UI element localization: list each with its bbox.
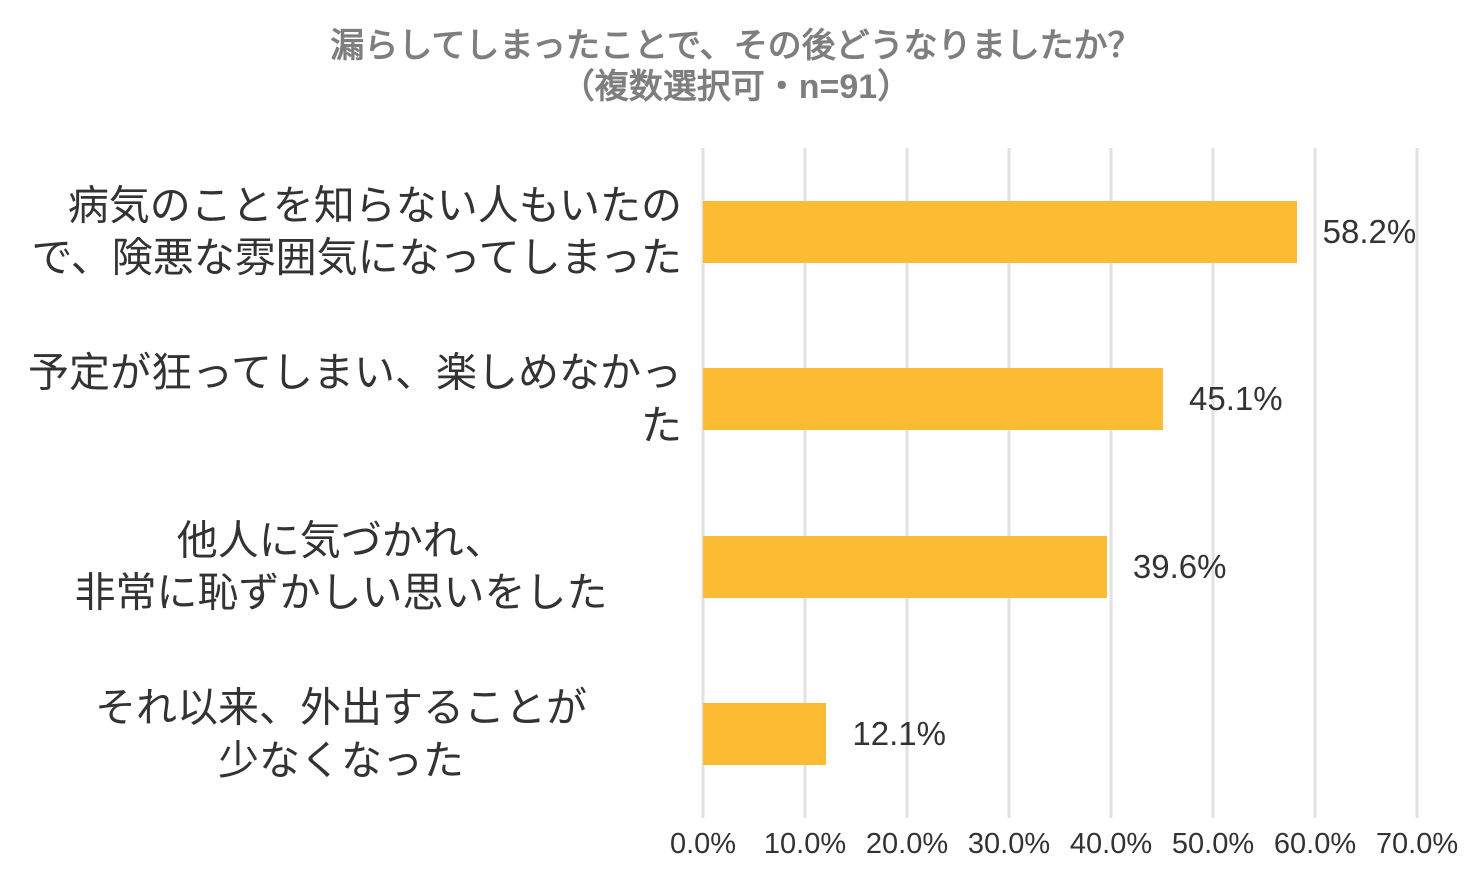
x-tick-label: 40.0% <box>1069 828 1153 860</box>
x-tick-label: 0.0% <box>669 828 737 860</box>
bar <box>703 200 1297 263</box>
value-label: 58.2% <box>1322 212 1417 250</box>
chart-title: 漏らしてしまったことで、その後どうなりましたか？ （複数選択可・n=91） <box>0 26 1472 109</box>
value-label: 39.6% <box>1132 547 1227 585</box>
chart-title-line1: 漏らしてしまったことで、その後どうなりましたか？ <box>330 27 1142 65</box>
bar <box>703 535 1107 598</box>
category-axis: 病気のことを知らない人もいたの で、険悪な雰囲気になってしまった 予定が狂ってしま… <box>0 148 690 818</box>
category-label: 他人に気づかれ、 非常に恥ずかしい思いをした <box>74 517 608 616</box>
category-label: 予定が狂ってしまい、楽しめなかった <box>28 349 682 449</box>
x-tick-label: 60.0% <box>1273 828 1357 860</box>
x-tick-label: 70.0% <box>1375 828 1459 860</box>
bar <box>703 703 827 766</box>
gridline <box>803 148 807 818</box>
x-tick-label: 10.0% <box>763 828 847 860</box>
gridline <box>905 148 909 818</box>
gridline <box>1007 148 1011 818</box>
gridline <box>1415 148 1419 818</box>
category-label: それ以来、外出することが 少なくなった <box>95 684 587 784</box>
value-label: 12.1% <box>852 715 946 753</box>
x-axis: 0.0% 10.0% 20.0% 30.0% 40.0% 50.0% 60.0% 70.0% <box>670 824 1458 864</box>
gridline <box>1313 148 1317 818</box>
category-label: 病気のことを知らない人もいたの で、険悪な雰囲気になってしまった <box>31 182 682 281</box>
x-tick-label: 20.0% <box>865 828 949 860</box>
x-tick-label: 50.0% <box>1171 828 1255 860</box>
bar <box>703 368 1164 431</box>
gridline <box>1211 148 1215 818</box>
plot-area: 58.2% 45.1% 39.6% 12.1% <box>701 148 1419 818</box>
chart-title-line2: （複数選択可・n=91） <box>560 68 912 107</box>
x-tick-label: 30.0% <box>967 828 1051 860</box>
gridline <box>701 148 705 818</box>
gridline <box>1109 148 1113 818</box>
value-label: 45.1% <box>1189 380 1283 418</box>
